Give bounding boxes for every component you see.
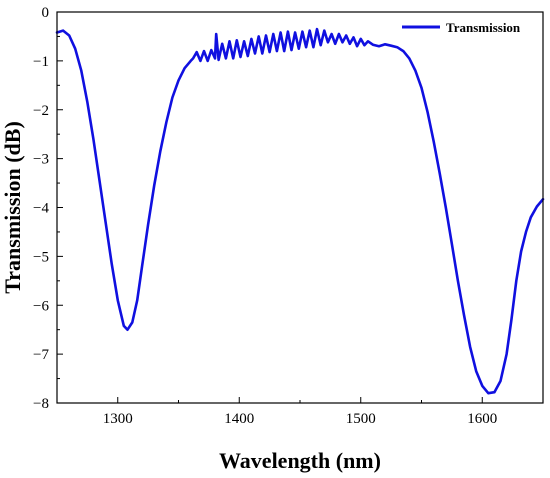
y-tick-label: −6 — [33, 298, 49, 314]
y-tick-label: −5 — [33, 249, 49, 265]
legend-label-transmission: Transmission — [446, 20, 521, 35]
y-tick-label: −7 — [33, 347, 49, 363]
x-tick-label: 1400 — [224, 411, 254, 427]
y-tick-label: −8 — [33, 396, 49, 412]
x-axis-title: Wavelength (nm) — [219, 448, 381, 473]
series-line-transmission — [55, 27, 545, 395]
axis-tick-labels: 1300 1400 1500 1600 0 −1 −2 −3 −4 −5 −6 −7 −8 — [33, 5, 497, 427]
plot-frame — [56, 11, 544, 404]
y-tick-label: 0 — [42, 5, 50, 21]
y-tick-label: −2 — [33, 103, 49, 119]
y-tick-label: −1 — [33, 54, 49, 70]
x-tick-label: 1500 — [346, 411, 376, 427]
x-tick-label: 1600 — [467, 411, 497, 427]
y-axis-title: Transmission (dB) — [0, 121, 25, 294]
y-tick-label: −3 — [33, 152, 49, 168]
legend: Transmission — [402, 20, 521, 35]
y-tick-label: −4 — [33, 201, 49, 217]
x-tick-label: 1300 — [103, 411, 133, 427]
